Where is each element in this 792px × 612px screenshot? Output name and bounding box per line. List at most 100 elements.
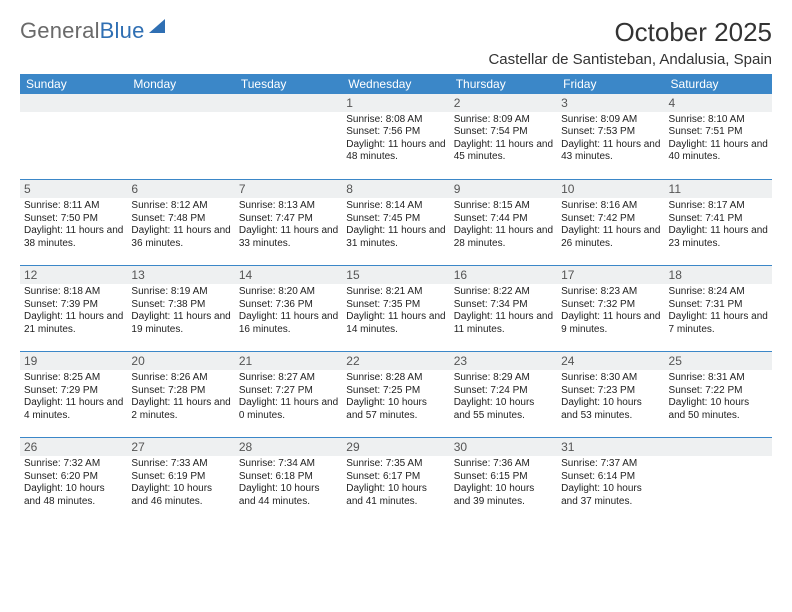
sunrise-text: Sunrise: 8:10 AM [669, 114, 768, 127]
sunset-text: Sunset: 6:17 PM [346, 471, 445, 484]
sunrise-text: Sunrise: 8:13 AM [239, 200, 338, 213]
sunset-text: Sunset: 7:32 PM [561, 299, 660, 312]
daylight-text: Daylight: 10 hours and 57 minutes. [346, 397, 445, 422]
day-number: 27 [127, 438, 234, 456]
day-info: Sunrise: 8:27 AMSunset: 7:27 PMDaylight:… [239, 372, 338, 422]
sunrise-text: Sunrise: 7:36 AM [454, 458, 553, 471]
calendar-cell: 18Sunrise: 8:24 AMSunset: 7:31 PMDayligh… [665, 266, 772, 352]
weekday-header-row: SundayMondayTuesdayWednesdayThursdayFrid… [20, 74, 772, 94]
day-number: 19 [20, 352, 127, 370]
brand-logo: GeneralBlue [20, 18, 165, 44]
sunrise-text: Sunrise: 8:21 AM [346, 286, 445, 299]
sunset-text: Sunset: 7:24 PM [454, 385, 553, 398]
daylight-text: Daylight: 10 hours and 48 minutes. [24, 483, 123, 508]
daylight-text: Daylight: 10 hours and 44 minutes. [239, 483, 338, 508]
day-info: Sunrise: 8:23 AMSunset: 7:32 PMDaylight:… [561, 286, 660, 336]
day-info: Sunrise: 8:28 AMSunset: 7:25 PMDaylight:… [346, 372, 445, 422]
calendar-cell: 5Sunrise: 8:11 AMSunset: 7:50 PMDaylight… [20, 180, 127, 266]
month-title: October 2025 [488, 18, 772, 47]
daylight-text: Daylight: 11 hours and 26 minutes. [561, 225, 660, 250]
brand-part2: Blue [100, 18, 145, 43]
calendar-table: SundayMondayTuesdayWednesdayThursdayFrid… [20, 74, 772, 524]
day-info: Sunrise: 8:14 AMSunset: 7:45 PMDaylight:… [346, 200, 445, 250]
day-number: 18 [665, 266, 772, 284]
weekday-header: Wednesday [342, 74, 449, 94]
calendar-cell: 15Sunrise: 8:21 AMSunset: 7:35 PMDayligh… [342, 266, 449, 352]
daylight-text: Daylight: 10 hours and 39 minutes. [454, 483, 553, 508]
calendar-cell: 27 Sunrise: 7:33 AMSunset: 6:19 PMDayligh… [127, 438, 234, 524]
day-number: 14 [235, 266, 342, 284]
sunrise-text: Sunrise: 8:14 AM [346, 200, 445, 213]
day-info: Sunrise: 8:20 AMSunset: 7:36 PMDaylight:… [239, 286, 338, 336]
day-info: Sunrise: 8:08 AMSunset: 7:56 PMDaylight:… [346, 114, 445, 164]
sunrise-text: Sunrise: 7:34 AM [239, 458, 338, 471]
daylight-text: Daylight: 11 hours and 40 minutes. [669, 139, 768, 164]
daylight-text: Daylight: 11 hours and 11 minutes. [454, 311, 553, 336]
day-number: 28 [235, 438, 342, 456]
calendar-cell [20, 94, 127, 180]
weekday-header: Saturday [665, 74, 772, 94]
sunset-text: Sunset: 7:54 PM [454, 126, 553, 139]
sunset-text: Sunset: 7:44 PM [454, 213, 553, 226]
day-number: 22 [342, 352, 449, 370]
day-info: Sunrise: 7:33 AMSunset: 6:19 PMDaylight:… [131, 458, 230, 508]
sunrise-text: Sunrise: 8:08 AM [346, 114, 445, 127]
sunset-text: Sunset: 6:19 PM [131, 471, 230, 484]
day-info: Sunrise: 8:21 AMSunset: 7:35 PMDaylight:… [346, 286, 445, 336]
daylight-text: Daylight: 10 hours and 46 minutes. [131, 483, 230, 508]
calendar-row: 12Sunrise: 8:18 AMSunset: 7:39 PMDayligh… [20, 266, 772, 352]
day-number: 1 [342, 94, 449, 112]
calendar-cell: 9Sunrise: 8:15 AMSunset: 7:44 PMDaylight… [450, 180, 557, 266]
sunrise-text: Sunrise: 7:35 AM [346, 458, 445, 471]
calendar-cell: 13Sunrise: 8:19 AMSunset: 7:38 PMDayligh… [127, 266, 234, 352]
sunrise-text: Sunrise: 8:16 AM [561, 200, 660, 213]
daylight-text: Daylight: 11 hours and 4 minutes. [24, 397, 123, 422]
day-number: 9 [450, 180, 557, 198]
daylight-text: Daylight: 11 hours and 21 minutes. [24, 311, 123, 336]
calendar-cell: 23Sunrise: 8:29 AMSunset: 7:24 PMDayligh… [450, 352, 557, 438]
daylight-text: Daylight: 10 hours and 50 minutes. [669, 397, 768, 422]
weekday-header: Sunday [20, 74, 127, 94]
sunset-text: Sunset: 7:50 PM [24, 213, 123, 226]
day-number: 12 [20, 266, 127, 284]
sunset-text: Sunset: 7:51 PM [669, 126, 768, 139]
sunrise-text: Sunrise: 8:29 AM [454, 372, 553, 385]
calendar-cell: 11Sunrise: 8:17 AMSunset: 7:41 PMDayligh… [665, 180, 772, 266]
day-number: 31 [557, 438, 664, 456]
calendar-cell: 31Sunrise: 7:37 AMSunset: 6:14 PMDayligh… [557, 438, 664, 524]
calendar-cell: 19 Sunrise: 8:25 AMSunset: 7:29 PMDayligh… [20, 352, 127, 438]
calendar-cell: 10Sunrise: 8:16 AMSunset: 7:42 PMDayligh… [557, 180, 664, 266]
day-info: Sunrise: 8:30 AMSunset: 7:23 PMDaylight:… [561, 372, 660, 422]
daylight-text: Daylight: 11 hours and 7 minutes. [669, 311, 768, 336]
day-number: 21 [235, 352, 342, 370]
day-number: 17 [557, 266, 664, 284]
daylight-text: Daylight: 11 hours and 0 minutes. [239, 397, 338, 422]
sunset-text: Sunset: 7:29 PM [24, 385, 123, 398]
calendar-cell: 7Sunrise: 8:13 AMSunset: 7:47 PMDaylight… [235, 180, 342, 266]
calendar-cell: 8Sunrise: 8:14 AMSunset: 7:45 PMDaylight… [342, 180, 449, 266]
sunset-text: Sunset: 7:42 PM [561, 213, 660, 226]
day-info: Sunrise: 7:34 AMSunset: 6:18 PMDaylight:… [239, 458, 338, 508]
day-info: Sunrise: 8:09 AMSunset: 7:54 PMDaylight:… [454, 114, 553, 164]
sunrise-text: Sunrise: 8:09 AM [561, 114, 660, 127]
daylight-text: Daylight: 10 hours and 41 minutes. [346, 483, 445, 508]
sunset-text: Sunset: 7:31 PM [669, 299, 768, 312]
weekday-header: Monday [127, 74, 234, 94]
sunset-text: Sunset: 6:15 PM [454, 471, 553, 484]
daylight-text: Daylight: 11 hours and 33 minutes. [239, 225, 338, 250]
calendar-cell: 16Sunrise: 8:22 AMSunset: 7:34 PMDayligh… [450, 266, 557, 352]
day-number: 20 [127, 352, 234, 370]
brand-part1: General [20, 18, 100, 43]
sunrise-text: Sunrise: 8:26 AM [131, 372, 230, 385]
weekday-header: Thursday [450, 74, 557, 94]
day-info: Sunrise: 7:32 AMSunset: 6:20 PMDaylight:… [24, 458, 123, 508]
day-info: Sunrise: 8:31 AMSunset: 7:22 PMDaylight:… [669, 372, 768, 422]
day-number: 7 [235, 180, 342, 198]
daylight-text: Daylight: 10 hours and 55 minutes. [454, 397, 553, 422]
day-number: 11 [665, 180, 772, 198]
calendar-cell: 21 Sunrise: 8:27 AMSunset: 7:27 PMDayligh… [235, 352, 342, 438]
calendar-cell: 28 Sunrise: 7:34 AMSunset: 6:18 PMDayligh… [235, 438, 342, 524]
calendar-cell: 6Sunrise: 8:12 AMSunset: 7:48 PMDaylight… [127, 180, 234, 266]
day-info: Sunrise: 8:25 AMSunset: 7:29 PMDaylight:… [24, 372, 123, 422]
day-number-empty [127, 94, 234, 112]
